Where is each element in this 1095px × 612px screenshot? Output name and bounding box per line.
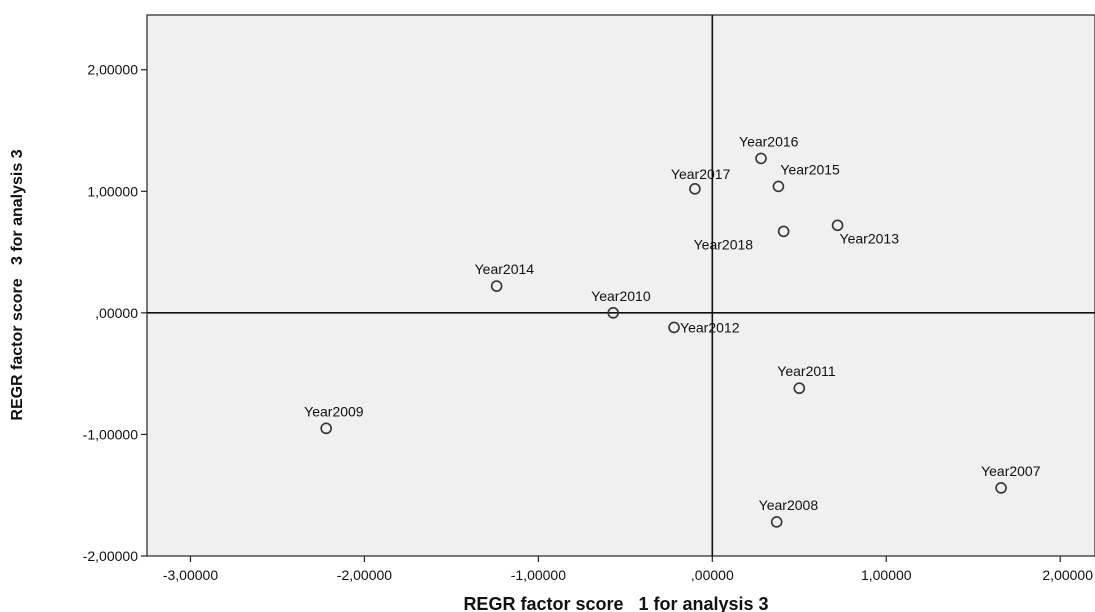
scatter-point: [793, 382, 806, 395]
y-tick-label: -1,00000: [83, 426, 138, 442]
x-tick-label: ,00000: [691, 567, 734, 583]
scatter-point: [772, 180, 785, 193]
scatter-point: [668, 321, 680, 334]
scatter-point: [490, 280, 503, 292]
x-tick-label: -1,00000: [511, 567, 566, 583]
point-label: Year2014: [475, 261, 535, 277]
scatter-point: [689, 183, 701, 195]
y-axis: -2,00000 -1,00000 ,00000 1,00000 2,00000: [83, 62, 147, 564]
x-axis-title: REGR factor score 1 for analysis 3: [463, 594, 768, 612]
point-label: Year2018: [694, 236, 754, 252]
scatter-point: [995, 482, 1007, 494]
point-label: Year2008: [759, 497, 819, 513]
y-axis-title: REGR factor score 3 for analysis 3: [9, 149, 26, 420]
scatter-point: [320, 422, 332, 435]
point-label: Year2010: [591, 288, 651, 304]
data-points: Year2007 Year2008 Year2009 Year2010 Year2011…: [304, 133, 1041, 528]
y-tick-label: 2,00000: [87, 62, 138, 78]
point-label: Year2013: [840, 230, 900, 246]
plot-area: [146, 14, 1095, 557]
x-tick-label: -2,00000: [337, 567, 392, 583]
point-label: Year2016: [739, 133, 799, 149]
point-label: Year2007: [981, 463, 1041, 479]
point-label: Year2017: [671, 166, 731, 182]
y-tick-label: 1,00000: [87, 183, 138, 199]
scatter-point: [831, 219, 844, 232]
scatter-point: [770, 516, 783, 528]
point-label: Year2015: [780, 161, 840, 177]
point-label: Year2011: [777, 363, 836, 379]
scatter-point: [755, 152, 767, 165]
reference-lines: [147, 15, 1095, 556]
x-axis: -3,00000 -2,00000 -1,00000 ,00000 1,00000 2,0…: [163, 556, 1093, 583]
x-tick-label: 1,00000: [861, 567, 912, 583]
point-label: Year2012: [680, 319, 740, 335]
y-tick-label: -2,00000: [83, 548, 138, 564]
point-label: Year2009: [304, 403, 364, 419]
x-tick-label: -3,00000: [163, 567, 218, 583]
scatter-point: [607, 307, 619, 319]
scatter-point: [777, 225, 790, 238]
y-tick-label: ,00000: [95, 305, 138, 321]
x-tick-label: 2,00000: [1042, 567, 1093, 583]
